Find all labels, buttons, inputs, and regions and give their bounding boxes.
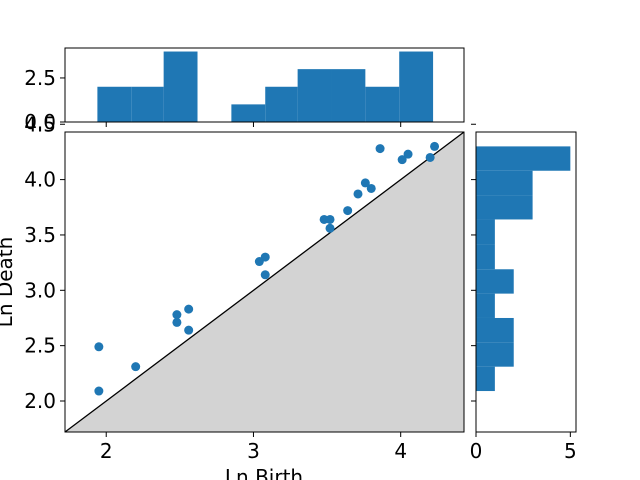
x-axis-label: Ln Birth [225,465,303,480]
data-point [94,342,104,352]
histogram-bar [476,317,514,343]
histogram-bar [399,51,434,122]
histogram-bar [476,146,571,171]
data-point [131,362,141,372]
y-tick-label: 3.5 [24,223,56,247]
y-tick-label: 2.0 [24,389,56,413]
histogram-bar [476,293,495,318]
histogram-bar [476,366,495,392]
top-histogram-panel: 0.0 2.5 [24,47,465,134]
histogram-bar [365,86,400,122]
data-point [430,141,440,151]
y-tick-label: 2.5 [24,334,56,358]
data-point [366,183,376,193]
x-tick-label: 3 [247,439,260,463]
plot-frame [64,131,465,433]
histogram-bar [476,219,495,245]
histogram-bar [476,170,533,196]
data-point [260,252,270,262]
histogram-bar [131,86,164,122]
x-tick-label: 0 [470,439,483,463]
data-point [172,310,182,320]
histogram-bar [476,269,514,294]
data-point [425,152,435,162]
histogram-bar [476,244,495,270]
x-tick-label: 5 [564,439,577,463]
data-point [403,149,413,159]
data-point [353,189,363,199]
x-tick-label: 2 [100,439,113,463]
diagonal-line [64,131,465,433]
histogram-bar [163,51,198,122]
plot-frame [64,47,465,123]
data-point [375,144,385,154]
histogram-bar [297,69,332,122]
x-tick-label: 4 [394,439,407,463]
y-axis-label: Ln Death [0,237,17,328]
data-point [325,214,335,224]
histogram-bar [476,342,514,367]
data-point [360,178,370,188]
y-tick-label: 3.0 [24,278,56,302]
y-tick-label: 2.5 [24,66,56,90]
plot-frame [475,131,577,433]
histogram-bar [231,104,266,122]
histogram-bar [265,86,298,122]
scatter-panel: 2 3 4 2.0 2.5 3.0 3.5 4.0 4.5 [24,112,465,463]
data-point [184,325,194,335]
data-point [397,155,407,165]
data-point [172,317,182,327]
y-tick-label: 4.5 [24,112,56,136]
data-point [184,304,194,314]
data-point [94,386,104,396]
histogram-bar [331,69,366,122]
data-point [260,270,270,280]
histogram-bar [97,86,132,122]
data-point [325,223,335,233]
histogram-bar [476,195,533,220]
y-tick-label: 4.0 [24,168,56,192]
y-tick-label: 0.0 [24,110,56,134]
data-point [343,206,353,216]
